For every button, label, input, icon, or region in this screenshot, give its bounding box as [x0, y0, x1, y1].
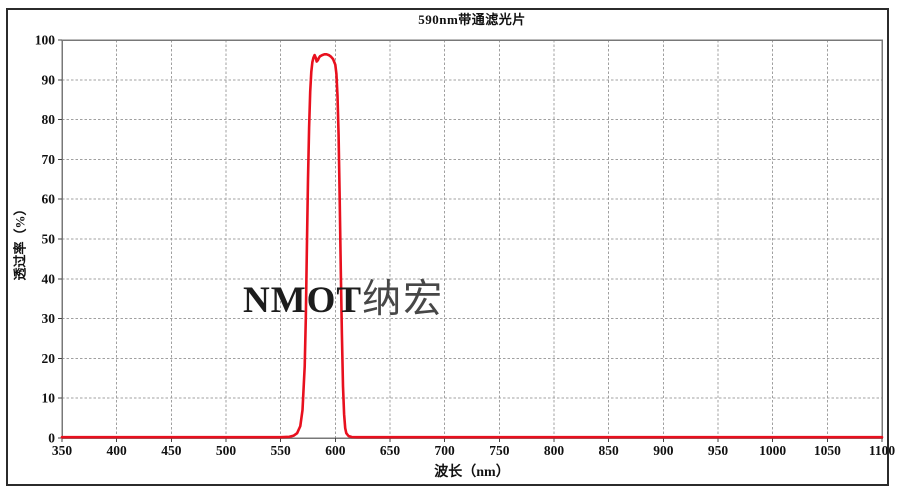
svg-text:550: 550 — [271, 443, 292, 458]
svg-text:850: 850 — [599, 443, 620, 458]
svg-text:60: 60 — [42, 192, 56, 207]
svg-text:400: 400 — [107, 443, 128, 458]
svg-text:500: 500 — [216, 443, 237, 458]
svg-text:20: 20 — [42, 351, 56, 366]
svg-text:750: 750 — [489, 443, 510, 458]
svg-text:100: 100 — [35, 33, 56, 48]
svg-text:10: 10 — [42, 391, 56, 406]
transmission-curve — [60, 52, 884, 439]
svg-text:0: 0 — [48, 431, 55, 446]
tick-marks — [58, 39, 883, 442]
svg-text:450: 450 — [161, 443, 182, 458]
svg-text:800: 800 — [544, 443, 565, 458]
svg-text:1000: 1000 — [759, 443, 786, 458]
svg-text:700: 700 — [435, 443, 456, 458]
svg-text:1100: 1100 — [869, 443, 896, 458]
svg-text:600: 600 — [325, 443, 346, 458]
y-axis-label: 透过率（%） — [12, 202, 28, 281]
y-gridlines — [62, 39, 882, 439]
svg-text:90: 90 — [42, 72, 56, 87]
svg-text:350: 350 — [52, 443, 73, 458]
svg-text:70: 70 — [42, 152, 56, 167]
svg-text:950: 950 — [708, 443, 729, 458]
svg-text:80: 80 — [42, 112, 56, 127]
x-axis-label: 波长（nm） — [434, 465, 510, 480]
x-tick-labels: 350 400 450 500 550 600 650 700 750 800 850 900 950 1… — [52, 443, 895, 458]
svg-text:40: 40 — [42, 271, 56, 286]
chart-title: 590nm带通滤光片 — [418, 12, 526, 27]
svg-text:900: 900 — [653, 443, 674, 458]
svg-text:1050: 1050 — [814, 443, 841, 458]
svg-text:30: 30 — [42, 311, 56, 326]
y-tick-labels: 0 10 20 30 40 50 60 70 80 90 100 — [35, 33, 56, 446]
svg-text:650: 650 — [380, 443, 401, 458]
svg-text:50: 50 — [42, 232, 56, 247]
